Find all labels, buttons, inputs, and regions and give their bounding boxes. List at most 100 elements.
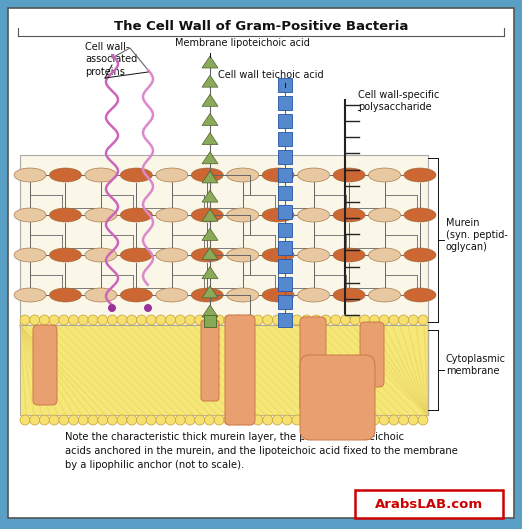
Bar — [278, 205, 292, 218]
Circle shape — [233, 415, 244, 425]
Polygon shape — [202, 152, 218, 164]
Ellipse shape — [404, 248, 436, 262]
Circle shape — [185, 315, 195, 325]
Circle shape — [263, 415, 272, 425]
Circle shape — [321, 315, 331, 325]
Circle shape — [408, 415, 418, 425]
Circle shape — [243, 315, 253, 325]
Text: Cytoplasmic
membrane: Cytoplasmic membrane — [446, 354, 506, 376]
Circle shape — [195, 315, 205, 325]
Circle shape — [127, 315, 137, 325]
Ellipse shape — [333, 168, 365, 182]
Circle shape — [30, 415, 40, 425]
Text: Membrane lipoteichoic acid: Membrane lipoteichoic acid — [175, 38, 310, 48]
Polygon shape — [202, 56, 218, 68]
Polygon shape — [202, 190, 218, 202]
Circle shape — [379, 315, 389, 325]
Ellipse shape — [50, 288, 81, 302]
Circle shape — [224, 315, 234, 325]
Bar — [204, 315, 216, 327]
Circle shape — [399, 315, 409, 325]
Circle shape — [253, 315, 263, 325]
Bar — [278, 223, 292, 236]
Circle shape — [330, 315, 341, 325]
Polygon shape — [202, 133, 218, 144]
Circle shape — [146, 415, 156, 425]
Ellipse shape — [191, 248, 223, 262]
Ellipse shape — [227, 168, 259, 182]
Ellipse shape — [85, 208, 117, 222]
Circle shape — [20, 315, 30, 325]
Circle shape — [40, 415, 50, 425]
Ellipse shape — [156, 288, 188, 302]
Circle shape — [98, 415, 108, 425]
Circle shape — [370, 315, 379, 325]
Circle shape — [214, 315, 224, 325]
Ellipse shape — [298, 168, 329, 182]
Text: Cell wall teichoic acid: Cell wall teichoic acid — [218, 70, 324, 80]
Ellipse shape — [121, 168, 152, 182]
Circle shape — [330, 415, 341, 425]
Ellipse shape — [50, 208, 81, 222]
Ellipse shape — [156, 248, 188, 262]
Circle shape — [205, 415, 215, 425]
Text: Cell wall-specific
polysaccharide: Cell wall-specific polysaccharide — [358, 90, 440, 112]
Circle shape — [108, 315, 117, 325]
Bar — [278, 259, 292, 273]
Circle shape — [49, 315, 59, 325]
Circle shape — [418, 415, 428, 425]
Bar — [20, 325, 428, 415]
Bar — [278, 186, 292, 200]
Ellipse shape — [262, 208, 294, 222]
Polygon shape — [202, 248, 218, 260]
Circle shape — [175, 315, 185, 325]
Text: Murein
(syn. peptid-
oglycan): Murein (syn. peptid- oglycan) — [446, 217, 508, 252]
Polygon shape — [202, 305, 218, 317]
Ellipse shape — [191, 288, 223, 302]
Circle shape — [108, 415, 117, 425]
Ellipse shape — [85, 168, 117, 182]
Bar — [278, 114, 292, 128]
Ellipse shape — [191, 168, 223, 182]
Circle shape — [370, 415, 379, 425]
Bar — [278, 295, 292, 309]
Ellipse shape — [14, 208, 46, 222]
FancyBboxPatch shape — [225, 315, 255, 425]
Bar — [278, 241, 292, 254]
FancyBboxPatch shape — [201, 320, 219, 401]
Circle shape — [195, 415, 205, 425]
Ellipse shape — [333, 288, 365, 302]
Circle shape — [263, 315, 272, 325]
Circle shape — [136, 315, 147, 325]
Circle shape — [311, 415, 321, 425]
Circle shape — [253, 415, 263, 425]
Circle shape — [117, 315, 127, 325]
Bar — [278, 150, 292, 165]
FancyBboxPatch shape — [360, 322, 384, 387]
Ellipse shape — [298, 248, 329, 262]
Circle shape — [350, 415, 360, 425]
Bar — [20, 325, 428, 415]
Ellipse shape — [85, 288, 117, 302]
Circle shape — [389, 315, 399, 325]
Circle shape — [360, 415, 370, 425]
Polygon shape — [202, 113, 218, 125]
Ellipse shape — [227, 208, 259, 222]
Circle shape — [108, 304, 116, 312]
Ellipse shape — [404, 168, 436, 182]
Bar — [278, 78, 292, 92]
Circle shape — [360, 315, 370, 325]
Ellipse shape — [298, 208, 329, 222]
Circle shape — [243, 415, 253, 425]
Circle shape — [146, 315, 156, 325]
Bar — [278, 313, 292, 327]
Circle shape — [59, 315, 69, 325]
Circle shape — [49, 415, 59, 425]
Bar — [278, 132, 292, 146]
Circle shape — [389, 415, 399, 425]
Ellipse shape — [298, 288, 329, 302]
Polygon shape — [202, 94, 218, 106]
Bar — [278, 277, 292, 291]
Circle shape — [311, 315, 321, 325]
Ellipse shape — [156, 168, 188, 182]
